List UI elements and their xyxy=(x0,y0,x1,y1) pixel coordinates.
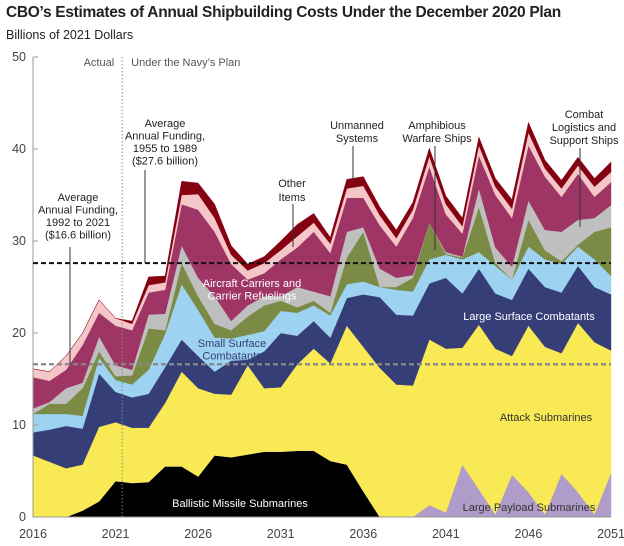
plan-label-line: Under the Navy’s Plan xyxy=(131,57,240,69)
y-tick-label: 50 xyxy=(12,50,26,64)
label-amphibious-warfare-ships-line: Amphibious xyxy=(408,120,466,132)
label-other-items: Other Items xyxy=(278,178,306,204)
label-large-surface-combatants: Large Surface Combatants xyxy=(463,311,595,323)
y-axis-label: Billions of 2021 Dollars xyxy=(6,28,134,42)
label-large-surface-combatants-line: Large Surface Combatants xyxy=(463,311,595,323)
label-unmanned-systems: Unmanned Systems xyxy=(330,120,384,145)
label-aircraft-carriers: Aircraft Carriers and Carrier Refuelings xyxy=(203,278,301,303)
label-other-items-line: Other xyxy=(278,178,306,190)
label-unmanned-systems-line: Systems xyxy=(336,133,379,145)
label-combat-logistics-line: Support Ships xyxy=(549,135,619,147)
chart-title: CBO’s Estimates of Annual Shipbuilding C… xyxy=(6,4,561,21)
label-combat-logistics: Combat Logistics and Support Ships xyxy=(549,109,619,147)
label-ballistic-missile-submarines: Ballistic Missile Submarines xyxy=(172,498,308,510)
x-tick-label: 2021 xyxy=(102,527,130,541)
reference-label-1992-2021-line: ($16.6 billion) xyxy=(45,230,111,242)
label-small-surface-combatants-line: Small Surface xyxy=(198,338,266,350)
label-small-surface-combatants: Small Surface Combatants xyxy=(198,338,266,363)
x-tick-label: 2051 xyxy=(597,527,624,541)
y-tick-label: 10 xyxy=(12,418,26,432)
reference-label-1992-2021-line: Average xyxy=(58,192,99,204)
label-aircraft-carriers-line: Aircraft Carriers and xyxy=(203,278,301,290)
label-large-payload-submarines: Large Payload Submarines xyxy=(463,502,596,514)
reference-label-1992-2021: Average Annual Funding, 1992 to 2021 ($16.6… xyxy=(38,192,118,242)
reference-label-1992-2021-line: 1992 to 2021 xyxy=(46,217,110,229)
y-tick-label: 40 xyxy=(12,142,26,156)
reference-label-1955-1989-line: ($27.6 billion) xyxy=(132,156,198,168)
label-combat-logistics-line: Logistics and xyxy=(552,122,616,134)
x-tick-label: 2016 xyxy=(19,527,47,541)
x-tick-label: 2026 xyxy=(184,527,212,541)
label-attack-submarines-line: Attack Submarines xyxy=(500,412,593,424)
label-amphibious-warfare-ships-line: Warfare Ships xyxy=(402,133,472,145)
label-combat-logistics-line: Combat xyxy=(565,109,604,121)
reference-label-1955-1989-line: Average xyxy=(145,118,186,130)
label-amphibious-warfare-ships: Amphibious Warfare Ships xyxy=(402,120,472,145)
x-tick-label: 2046 xyxy=(515,527,543,541)
x-tick-label: 2036 xyxy=(349,527,377,541)
reference-label-1992-2021-line: Annual Funding, xyxy=(38,205,118,217)
plan-label: Under the Navy’s Plan xyxy=(131,57,240,69)
label-unmanned-systems-line: Unmanned xyxy=(330,120,384,132)
y-tick-label: 0 xyxy=(19,510,26,524)
x-tick-label: 2041 xyxy=(432,527,460,541)
label-other-items-line: Items xyxy=(279,192,306,204)
area-unmanned-systems xyxy=(32,121,612,372)
label-large-payload-submarines-line: Large Payload Submarines xyxy=(463,502,596,514)
reference-label-1955-1989: Average Annual Funding, 1955 to 1989 ($27.6… xyxy=(125,118,205,168)
reference-label-1955-1989-line: 1955 to 1989 xyxy=(133,143,197,155)
label-attack-submarines: Attack Submarines xyxy=(500,412,593,424)
actual-label-line: Actual xyxy=(84,57,115,69)
reference-label-1955-1989-line: Annual Funding, xyxy=(125,131,205,143)
label-ballistic-missile-submarines-line: Ballistic Missile Submarines xyxy=(172,498,308,510)
y-tick-label: 30 xyxy=(12,234,26,248)
label-small-surface-combatants-line: Combatants xyxy=(202,351,262,363)
x-tick-label: 2031 xyxy=(267,527,295,541)
y-tick-label: 20 xyxy=(12,326,26,340)
actual-label: Actual xyxy=(84,57,115,69)
label-aircraft-carriers-line: Carrier Refuelings xyxy=(208,291,297,303)
